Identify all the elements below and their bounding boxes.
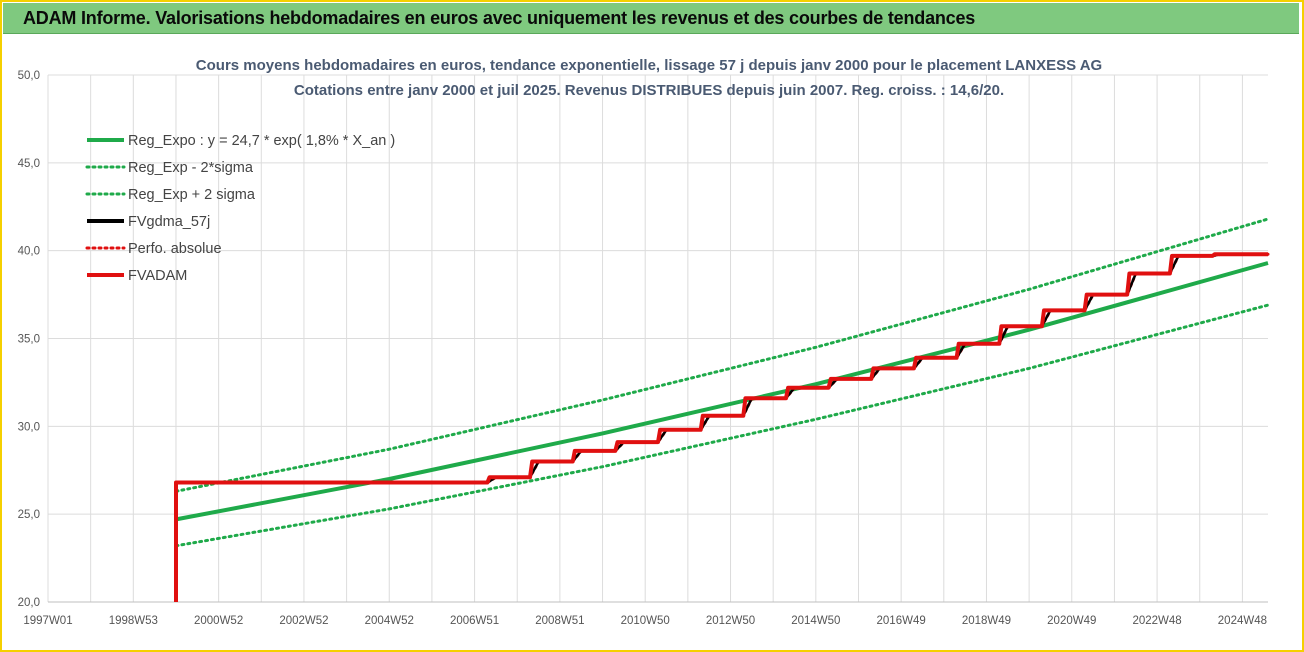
legend-label-0: Reg_Expo : y = 24,7 * exp( 1,8% * X_an ) — [128, 133, 395, 149]
legend-label-2: Reg_Exp + 2 sigma — [128, 187, 256, 203]
x-tick-label: 2014W50 — [791, 615, 840, 627]
x-tick-label: 2020W49 — [1047, 615, 1096, 627]
series-line-5 — [174, 252, 1268, 602]
y-tick-label: 40,0 — [18, 246, 40, 258]
page-title: ADAM Informe. Valorisations hebdomadaire… — [23, 8, 976, 28]
chart-grid — [47, 74, 1268, 603]
legend-label-4: Perfo. absolue — [128, 241, 222, 257]
chart-title-line-2: Cotations entre janv 2000 et juil 2025. … — [294, 82, 1004, 99]
x-tick-label: 2004W52 — [365, 615, 414, 627]
header-banner: ADAM Informe. Valorisations hebdomadaire… — [3, 3, 1299, 34]
legend-label-5: FVADAM — [128, 268, 187, 284]
series-line-3 — [176, 252, 1268, 484]
x-tick-label: 2024W48 — [1218, 615, 1267, 627]
legend-label-1: Reg_Exp - 2*sigma — [128, 160, 254, 176]
series-line-1 — [174, 303, 1270, 548]
legend: Reg_Expo : y = 24,7 * exp( 1,8% * X_an )… — [85, 133, 395, 284]
y-tick-label: 45,0 — [18, 158, 40, 170]
x-tick-label: 1997W01 — [23, 615, 72, 627]
x-tick-label: 2006W51 — [450, 615, 499, 627]
x-tick-label: 2016W49 — [877, 615, 926, 627]
y-tick-label: 30,0 — [18, 421, 40, 433]
x-tick-label: 2000W52 — [194, 615, 243, 627]
x-tick-label: 2010W50 — [621, 615, 670, 627]
series-line-0 — [175, 261, 1269, 522]
x-tick-label: 2002W52 — [279, 615, 328, 627]
y-tick-label: 50,0 — [18, 70, 40, 82]
axis-ticks: 20,0 25,0 30,0 35,0 40,0 45,0 50,0 1997W01 1998W… — [18, 70, 1267, 627]
chart-title-line-1: Cours moyens hebdomadaires en euros, ten… — [196, 57, 1102, 74]
series-line-2 — [174, 217, 1270, 493]
x-tick-label: 1998W53 — [109, 615, 158, 627]
x-tick-label: 2022W48 — [1132, 615, 1181, 627]
legend-label-3: FVgdma_57j — [128, 214, 210, 230]
series-layer — [174, 217, 1270, 602]
y-tick-label: 20,0 — [18, 597, 40, 609]
x-tick-label: 2008W51 — [535, 615, 584, 627]
x-tick-label: 2012W50 — [706, 615, 755, 627]
x-tick-label: 2018W49 — [962, 615, 1011, 627]
y-tick-label: 25,0 — [18, 509, 40, 521]
y-tick-label: 35,0 — [18, 334, 40, 346]
series-line-4 — [174, 252, 1270, 484]
